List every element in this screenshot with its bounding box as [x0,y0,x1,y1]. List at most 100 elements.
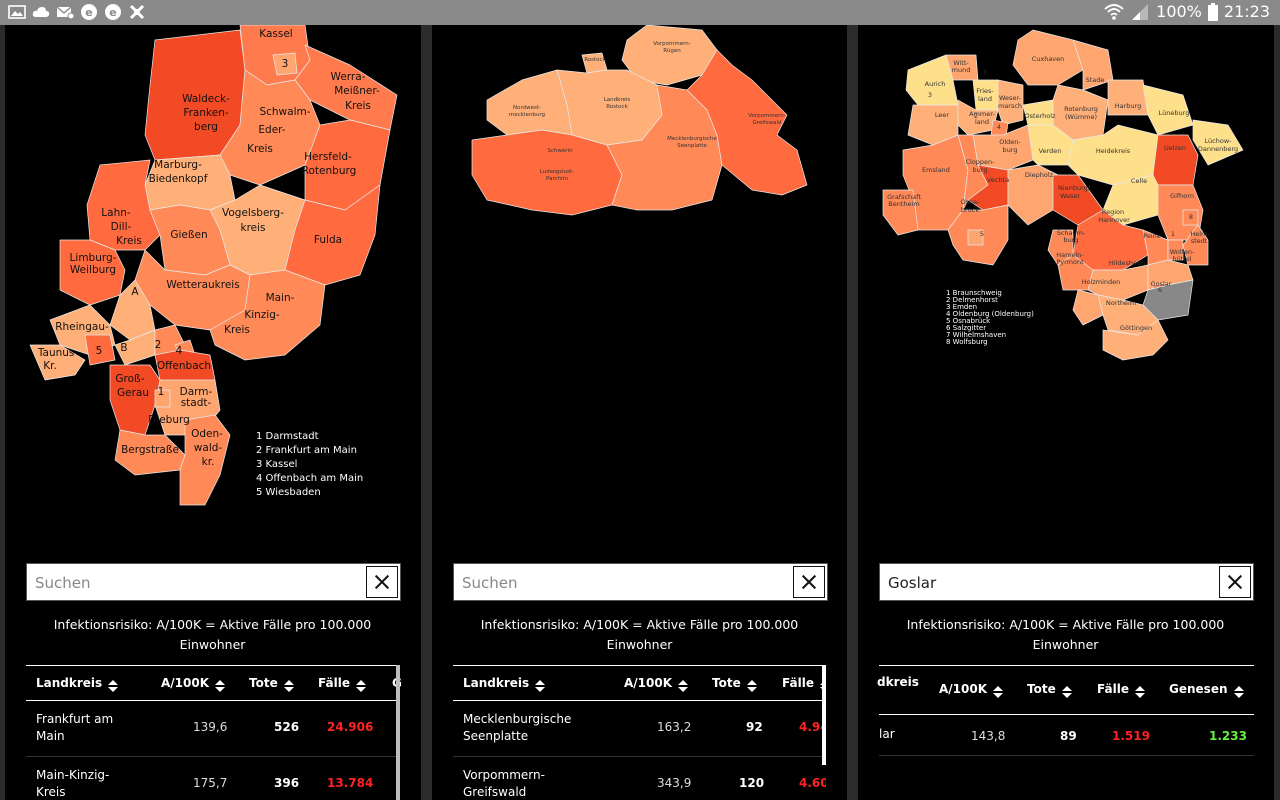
label: Rostock [584,57,606,63]
region-main-kinzig[interactable] [209,269,326,361]
table-row[interactable]: Main-Kinzig- Kreis 175,7 396 13.784 [26,757,399,800]
table-scrollbar[interactable] [822,665,826,765]
map-mecklenburg[interactable]: Vorpommern- Rügen Rostock Landkreis Rost… [432,25,847,525]
cell-tote: 120 [739,776,765,790]
region-wiesbaden[interactable] [84,334,116,366]
column-landkreis[interactable]: Landkreis [36,676,119,692]
region-kassel-stadt[interactable] [272,52,298,76]
region-odenwald[interactable] [179,414,231,506]
label: Lüchow- [1205,137,1233,145]
map-niedersachsen[interactable]: Cuxhaven Witt- mund Aurich Stade Fries- … [858,25,1274,525]
region-cuxhaven[interactable] [1012,29,1084,86]
column-landkreis[interactable]: dkreis [877,675,919,689]
column-tote[interactable]: Tote [712,676,757,692]
label: Nienburg/ [1058,184,1091,192]
label: Schwalm- [259,106,310,118]
cell-landkreis: Main-Kinzig- Kreis [36,768,110,799]
region-taunus-kr[interactable] [29,344,86,381]
label: 6 [1158,286,1162,294]
table-header: Landkreis A/100K Tote Fälle [453,665,826,701]
column-faelle[interactable]: Fälle [318,676,366,692]
label: Wolfen- [1170,248,1195,256]
region-mecklenburgische-seenplatte[interactable] [606,84,723,211]
table-row[interactable]: Mecklenburgische Seenplatte 163,2 92 4.94 [453,701,826,757]
label: B [120,342,127,354]
column-a100k[interactable]: A/100K [161,676,226,692]
region-vorpommern-greifswald[interactable] [686,49,808,196]
search-box [26,563,401,602]
column-a100k[interactable]: A/100K [939,682,1004,698]
table-row[interactable]: lar 143,8 89 1.519 1.233 [879,715,1254,756]
table-row[interactable]: Frankfurt am Main 139,6 526 24.906 [26,701,399,757]
e-app-icon: e [81,4,97,20]
region-uelzen[interactable] [1152,134,1199,186]
label: Stade [1086,76,1105,84]
column-tote[interactable]: Tote [249,676,294,692]
cell-faelle: 1.519 [1112,729,1150,743]
label: (Wümme) [1065,113,1097,121]
e-app-icon-2: e [105,4,121,20]
column-faelle[interactable]: Fälle [1097,682,1145,698]
battery-percent: 100% [1156,2,1202,21]
panel-mecklenburg: Vorpommern- Rügen Rostock Landkreis Rost… [432,25,847,800]
column-faelle[interactable]: Fälle [782,676,826,692]
label: Fries- [976,87,994,95]
data-table: Landkreis A/100K Tote Fälle Mecklenburgi… [453,665,826,800]
label: stedt [1191,237,1208,245]
label: Rheingau- [55,321,109,333]
search-input[interactable] [460,564,764,602]
region-osnabrueck-stadt[interactable] [967,229,984,246]
region-holzminden[interactable] [1072,289,1104,326]
mv-labels: Vorpommern- Rügen Rostock Landkreis Rost… [509,41,786,182]
column-genesen[interactable]: Genesen [1169,682,1244,698]
label: Vogelsberg- [222,207,284,219]
column-landkreis[interactable]: Landkreis [463,676,546,692]
region-stade[interactable] [1072,39,1114,91]
info-line: Infektionsrisiko: A/100K = Aktive Fälle … [906,617,1225,632]
label: 1 [158,386,165,398]
region-darmstadt[interactable] [154,389,171,408]
region-goettingen[interactable] [1102,319,1169,361]
label: Schaum- [1057,229,1086,237]
map-hessen[interactable]: Kassel Waldeck- Franken- berg Werra- Mei… [5,25,421,525]
table-scrollbar[interactable] [396,665,400,800]
region-grafschaft-bentheim[interactable] [882,189,919,236]
label: 4 [176,345,183,357]
label: Helm- [1190,230,1210,238]
label: 2 [155,339,162,351]
region-hildesheim[interactable] [1087,264,1149,301]
cell-faelle: 4.60 [799,776,826,790]
nds-labels: Cuxhaven Witt- mund Aurich Stade Fries- … [887,55,1238,332]
label: Vorpommern- [748,113,786,119]
region-braunschweig[interactable] [1167,239,1184,261]
table-row[interactable]: Vorpommern- Greifswald 343,9 120 4.60 [453,757,826,800]
label: Seenplatte [677,143,707,149]
data-table: Landkreis A/100K Tote Fälle G Frankfurt … [26,665,402,800]
clear-search-button[interactable] [793,566,825,598]
clear-search-button[interactable] [366,566,398,598]
region-rostock[interactable] [581,52,608,74]
label: Lahn- [101,207,131,219]
column-a100k[interactable]: A/100K [624,676,689,692]
info-text: Infektionsrisiko: A/100K = Aktive Fälle … [879,615,1252,655]
region-helmstedt[interactable] [1182,224,1209,266]
region-gross-gerau[interactable] [109,364,161,436]
satellite-icon [129,4,145,20]
label: Ammer- [969,110,995,118]
search-input[interactable] [33,564,337,602]
region-nordwestmecklenburg[interactable] [486,69,573,136]
clear-search-button[interactable] [1219,566,1251,598]
label: Eder- [258,124,285,136]
column-tote[interactable]: Tote [1027,682,1072,698]
region-limburg-weilburg[interactable] [59,239,126,306]
label: Hildesheim [1109,259,1145,267]
cell-landkreis: lar [879,727,895,741]
region-fulda[interactable] [284,184,381,286]
region-luechow-dannenberg[interactable] [1192,119,1244,166]
legend-item: 2 Frankfurt am Main [256,445,357,456]
region-lueneburg[interactable] [1142,84,1194,136]
region-lahn-dill[interactable] [86,159,161,251]
region-wesermarsch[interactable] [997,79,1024,126]
search-input[interactable] [886,564,1190,602]
label: Kreis [224,324,250,336]
